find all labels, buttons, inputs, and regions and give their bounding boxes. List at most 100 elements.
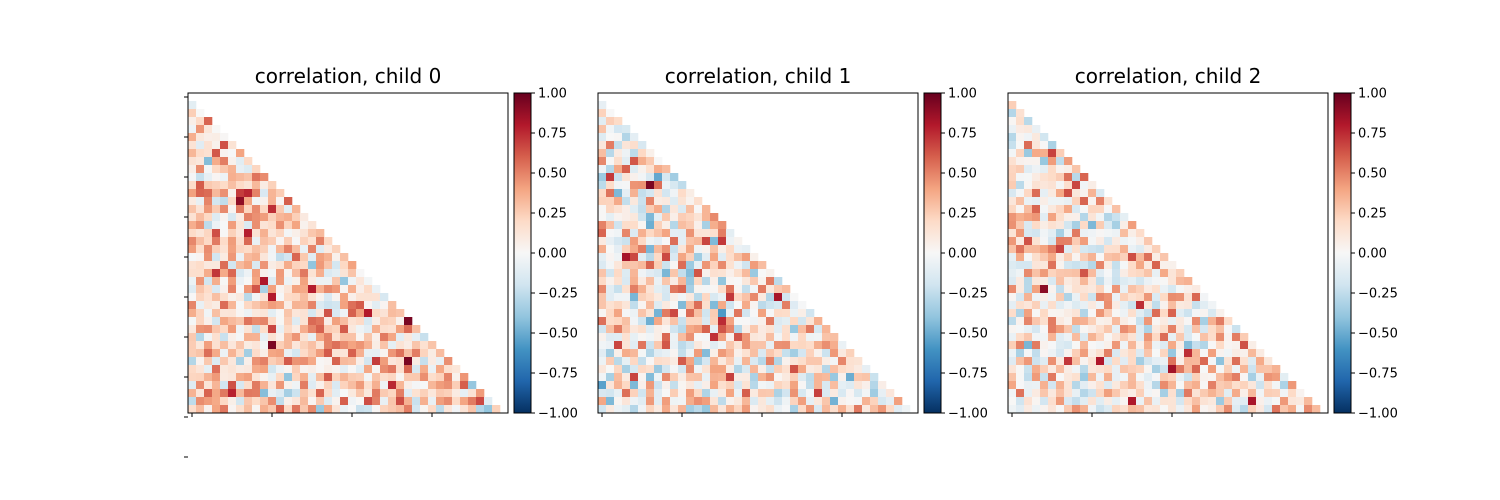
heatmap-cell bbox=[798, 333, 807, 342]
heatmap-cell bbox=[308, 277, 317, 286]
panel-title: correlation, child 2 bbox=[1075, 64, 1262, 88]
heatmap-cell bbox=[372, 381, 381, 390]
heatmap-cell bbox=[766, 349, 775, 358]
heatmap-cell bbox=[252, 365, 261, 374]
heatmap-cell bbox=[268, 213, 277, 222]
heatmap-cell bbox=[1128, 229, 1137, 238]
heatmap-cell bbox=[662, 221, 671, 230]
heatmap-cell bbox=[814, 389, 823, 398]
heatmap-cell bbox=[854, 365, 863, 374]
heatmap-cell bbox=[734, 325, 743, 334]
heatmap-cell bbox=[444, 397, 453, 406]
heatmap-cell bbox=[750, 277, 759, 286]
heatmap-cell bbox=[1016, 285, 1025, 294]
heatmap-cell bbox=[1032, 213, 1041, 222]
heatmap-cell bbox=[638, 405, 647, 414]
heatmap-cell bbox=[1296, 405, 1305, 414]
heatmap-cell bbox=[1096, 285, 1105, 294]
heatmap-cell bbox=[236, 189, 245, 198]
heatmap-cell bbox=[196, 197, 205, 206]
heatmap-cell bbox=[1136, 341, 1145, 350]
heatmap-cell bbox=[1072, 301, 1081, 310]
heatmap-cell bbox=[1208, 309, 1217, 318]
heatmap-cell bbox=[1024, 309, 1033, 318]
heatmap-cell bbox=[1240, 365, 1249, 374]
heatmap-cell bbox=[638, 221, 647, 230]
heatmap-cell bbox=[654, 293, 663, 302]
heatmap-cell bbox=[894, 397, 903, 406]
heatmap-cell bbox=[758, 325, 767, 334]
heatmap-cell bbox=[1168, 357, 1177, 366]
heatmap-cell bbox=[1056, 317, 1065, 326]
heatmap-cell bbox=[1160, 301, 1169, 310]
heatmap-cell bbox=[1024, 245, 1033, 254]
heatmap-cell bbox=[1104, 325, 1113, 334]
heatmap-cell bbox=[606, 157, 615, 166]
heatmap-cell bbox=[252, 245, 261, 254]
heatmap-cell bbox=[308, 397, 317, 406]
heatmap-cell bbox=[694, 269, 703, 278]
heatmap-cell bbox=[798, 301, 807, 310]
heatmap-cell bbox=[598, 293, 607, 302]
heatmap-cell bbox=[758, 397, 767, 406]
heatmap-cell bbox=[854, 373, 863, 382]
heatmap-cell bbox=[654, 397, 663, 406]
heatmap-cell bbox=[1040, 269, 1049, 278]
heatmap-cell bbox=[1040, 205, 1049, 214]
heatmap-cell bbox=[598, 389, 607, 398]
heatmap-cell bbox=[702, 325, 711, 334]
heatmap-cell bbox=[1104, 373, 1113, 382]
colorbar-tick-label: 0.00 bbox=[538, 247, 567, 262]
heatmap-cell bbox=[244, 221, 253, 230]
heatmap-cell bbox=[1040, 261, 1049, 270]
heatmap-cell bbox=[702, 213, 711, 222]
heatmap-cell bbox=[324, 277, 333, 286]
heatmap-cell bbox=[622, 309, 631, 318]
heatmap-cell bbox=[670, 197, 679, 206]
heatmap-cell bbox=[316, 365, 325, 374]
heatmap-cell bbox=[774, 397, 783, 406]
heatmap-cell bbox=[1008, 269, 1017, 278]
heatmap-cell bbox=[670, 221, 679, 230]
heatmap-cell bbox=[646, 349, 655, 358]
heatmap-cell bbox=[220, 397, 229, 406]
heatmap-cell bbox=[340, 405, 349, 414]
heatmap-cell bbox=[806, 381, 815, 390]
heatmap-cell bbox=[260, 373, 269, 382]
heatmap-cell bbox=[1136, 237, 1145, 246]
heatmap-cell bbox=[598, 333, 607, 342]
heatmap-cell bbox=[798, 357, 807, 366]
heatmap-cell bbox=[718, 365, 727, 374]
heatmap-cell bbox=[758, 405, 767, 414]
heatmap-cell bbox=[308, 229, 317, 238]
heatmap-cell bbox=[630, 261, 639, 270]
heatmap-cell bbox=[1040, 245, 1049, 254]
heatmap-cell bbox=[1104, 285, 1113, 294]
heatmap-cell bbox=[606, 349, 615, 358]
heatmap-cell bbox=[444, 365, 453, 374]
heatmap-cell bbox=[404, 365, 413, 374]
heatmap-cell bbox=[1128, 381, 1137, 390]
heatmap-cell bbox=[662, 181, 671, 190]
heatmap-cell bbox=[188, 269, 197, 278]
heatmap-cell bbox=[188, 213, 197, 222]
heatmap-cell bbox=[420, 357, 429, 366]
heatmap-cell bbox=[356, 349, 365, 358]
heatmap-cell bbox=[1096, 293, 1105, 302]
heatmap-cell bbox=[646, 293, 655, 302]
heatmap-cell bbox=[276, 309, 285, 318]
heatmap-cell bbox=[822, 405, 831, 414]
heatmap-cell bbox=[188, 141, 197, 150]
heatmap-cell bbox=[1008, 237, 1017, 246]
heatmap-cell bbox=[196, 381, 205, 390]
heatmap-cell bbox=[1024, 357, 1033, 366]
heatmap-cell bbox=[670, 173, 679, 182]
heatmap-cell bbox=[758, 381, 767, 390]
heatmap-cell bbox=[630, 333, 639, 342]
heatmap-cell bbox=[372, 405, 381, 414]
heatmap-cell bbox=[630, 397, 639, 406]
heatmap-cell bbox=[670, 237, 679, 246]
heatmap-cell bbox=[1136, 389, 1145, 398]
heatmap-cell bbox=[606, 261, 615, 270]
heatmap-cell bbox=[702, 381, 711, 390]
